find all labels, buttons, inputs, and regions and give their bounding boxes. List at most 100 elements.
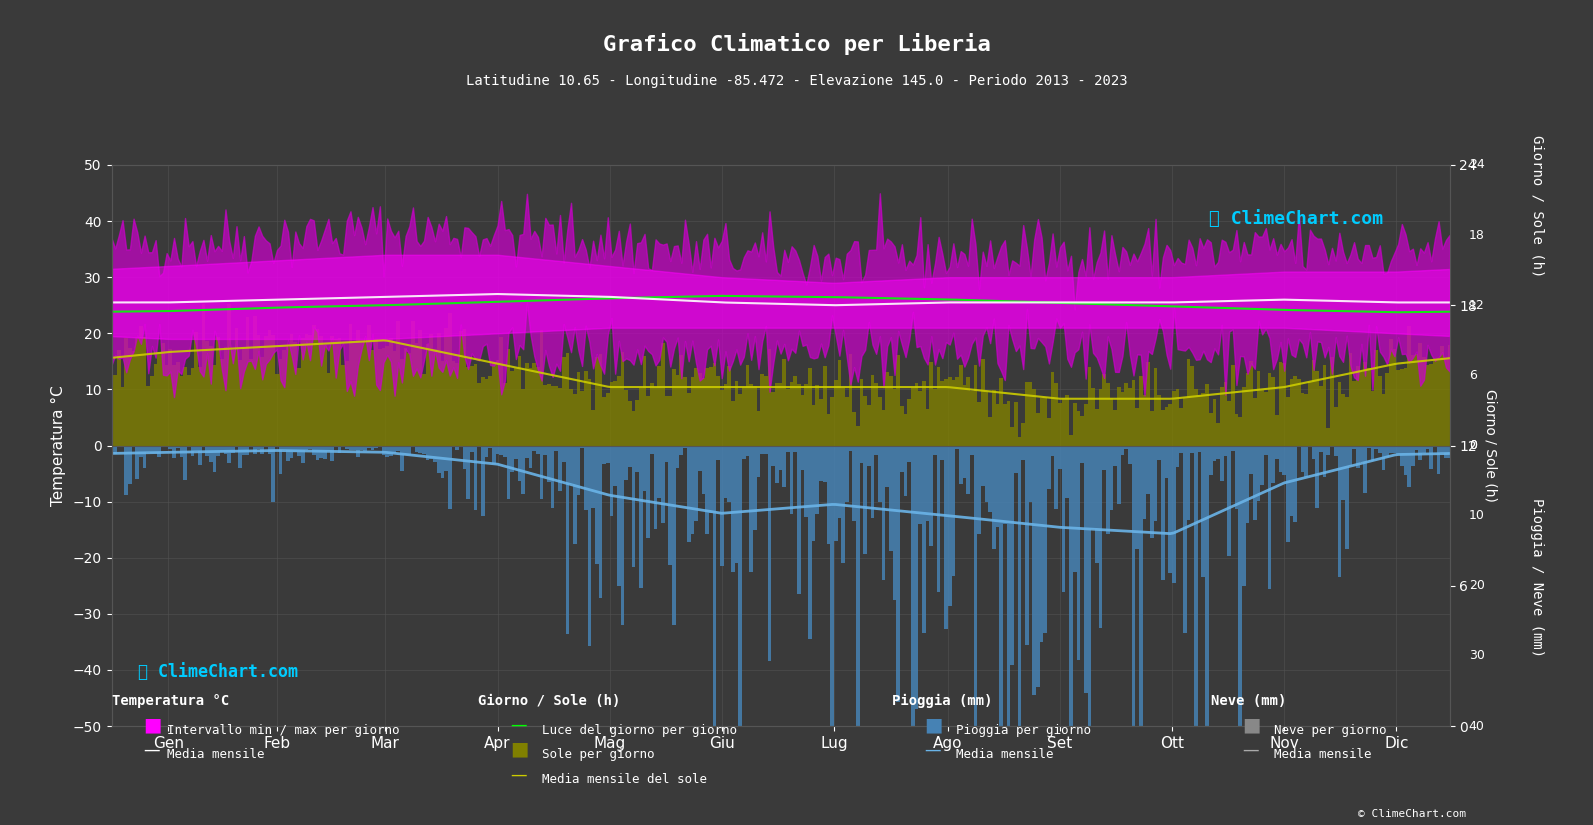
Bar [1327,428,1330,446]
Bar [363,341,366,446]
Bar [540,330,543,446]
Bar [198,367,202,446]
Bar [1440,346,1445,446]
Bar [1125,383,1128,446]
Bar [1142,395,1147,446]
Bar [1243,446,1246,586]
Bar [624,390,628,446]
Bar [695,368,698,446]
Bar [1257,370,1260,446]
Bar [1356,365,1359,446]
Bar [256,446,260,450]
Bar [1311,361,1316,446]
Bar [164,365,169,446]
Bar [161,343,164,446]
Bar [1190,366,1195,446]
Bar [352,342,355,446]
Bar [301,338,304,446]
Bar [812,405,816,446]
Bar [1161,446,1164,580]
Bar [1063,398,1066,446]
Bar [231,446,234,453]
Bar [323,345,327,446]
Bar [1139,375,1142,446]
Bar [690,446,695,534]
Bar [569,389,573,446]
Bar [849,354,852,446]
Bar [1147,362,1150,446]
Bar [779,446,782,469]
Bar [462,329,467,446]
Bar [546,384,551,446]
Bar [1209,412,1212,446]
Bar [217,337,220,446]
Bar [833,446,838,541]
Bar [1215,423,1220,446]
Bar [287,446,290,461]
Bar [242,348,245,446]
Bar [537,446,540,455]
Bar [298,369,301,446]
Bar [849,446,852,451]
Bar [1274,416,1279,446]
Bar [1091,446,1094,530]
Bar [1375,351,1378,446]
Bar [1010,427,1015,446]
Bar [276,374,279,446]
Bar [1364,446,1367,493]
Bar [515,446,518,459]
Bar [436,446,441,473]
Bar [1015,402,1018,446]
Bar [903,446,908,496]
Bar [1274,446,1279,459]
Bar [580,446,585,448]
Bar [903,414,908,446]
Bar [632,446,636,568]
Bar [785,446,790,452]
Bar [878,446,881,502]
Bar [231,351,234,446]
Bar [1367,446,1370,448]
Bar [1083,446,1088,693]
Bar [855,446,860,736]
Bar [1286,446,1290,542]
Bar [816,384,819,446]
Bar [403,348,408,446]
Bar [808,446,812,639]
Bar [279,359,282,446]
Bar [1220,446,1223,481]
Bar [1290,379,1294,446]
Bar [959,365,962,446]
Bar [734,380,738,446]
Bar [613,381,616,446]
Bar [139,326,143,446]
Text: Media mensile del sole: Media mensile del sole [542,773,707,786]
Bar [1359,372,1364,446]
Bar [312,446,315,455]
Bar [217,446,220,455]
Bar [937,367,940,446]
Bar [1184,398,1187,446]
Bar [757,411,760,446]
Bar [951,446,956,577]
Bar [1063,446,1066,592]
Bar [1227,446,1231,556]
Bar [723,384,728,446]
Bar [1223,382,1227,446]
Bar [793,446,796,452]
Bar [191,368,194,446]
Bar [1153,368,1158,446]
Bar [790,446,793,514]
Bar [690,377,695,446]
Bar [647,446,650,538]
Bar [554,446,558,451]
Bar [860,446,863,464]
Bar [1043,446,1047,634]
Bar [919,446,922,524]
Bar [914,446,919,709]
Bar [220,359,223,446]
Bar [1260,446,1263,485]
Bar [1327,446,1330,455]
Bar [675,375,680,446]
Bar [1066,395,1069,446]
